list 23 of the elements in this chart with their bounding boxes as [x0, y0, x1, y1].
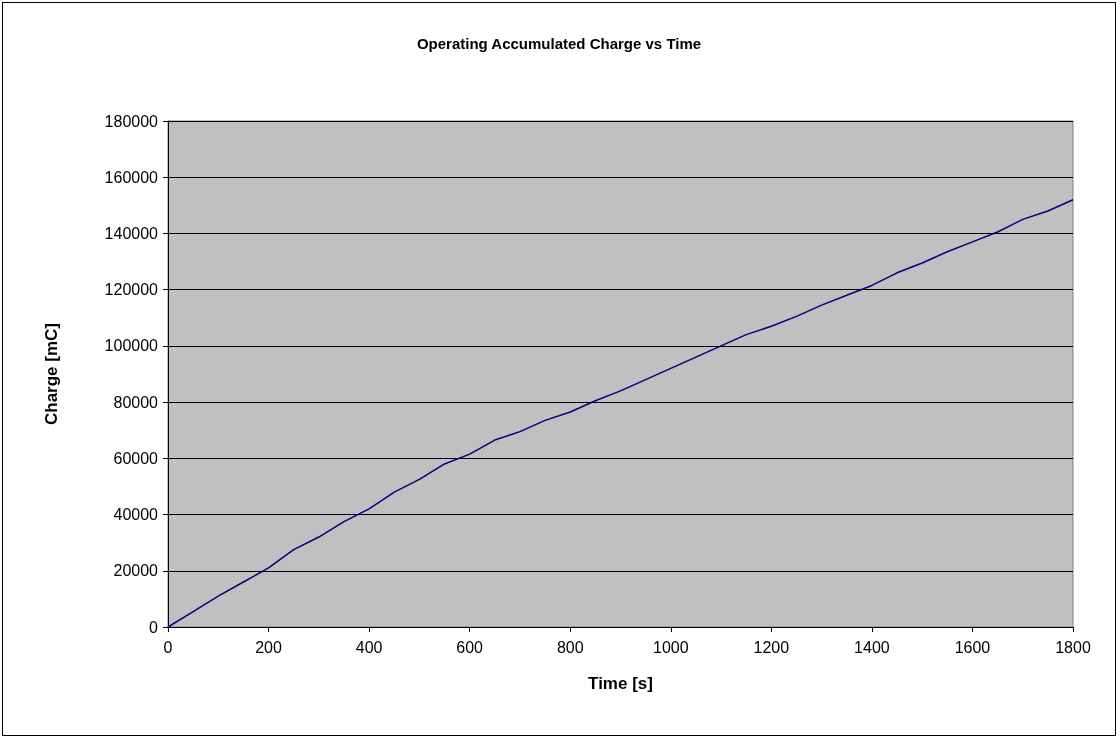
- x-tick-label: 1600: [954, 638, 991, 656]
- x-tick-label: 400: [355, 638, 383, 656]
- x-tick-label: 1800: [1055, 638, 1091, 656]
- x-tick-label: 600: [456, 638, 484, 656]
- y-tick-label: 20000: [113, 562, 159, 580]
- x-tick-label: 1400: [854, 638, 890, 656]
- x-tick-label: 1200: [753, 638, 790, 656]
- y-tick-label: 60000: [113, 449, 159, 467]
- x-tick-label: 1000: [652, 638, 689, 656]
- x-axis-title: Time [s]: [588, 674, 653, 693]
- y-tick-label: 140000: [104, 224, 159, 242]
- x-tick-label: 0: [163, 638, 173, 656]
- y-tick-label: 180000: [104, 112, 159, 130]
- y-tick-label: 160000: [104, 168, 159, 186]
- x-tick-label: 200: [255, 638, 282, 656]
- y-tick-label: 0: [149, 618, 159, 636]
- y-tick-label: 120000: [104, 281, 159, 299]
- y-tick-label: 80000: [113, 393, 159, 411]
- chart-title: Operating Accumulated Charge vs Time: [416, 35, 702, 52]
- y-tick-label: 100000: [104, 337, 159, 355]
- y-tick-label: 40000: [113, 506, 159, 524]
- x-tick-label: 800: [556, 638, 584, 656]
- y-axis-title: Charge [mC]: [42, 322, 61, 426]
